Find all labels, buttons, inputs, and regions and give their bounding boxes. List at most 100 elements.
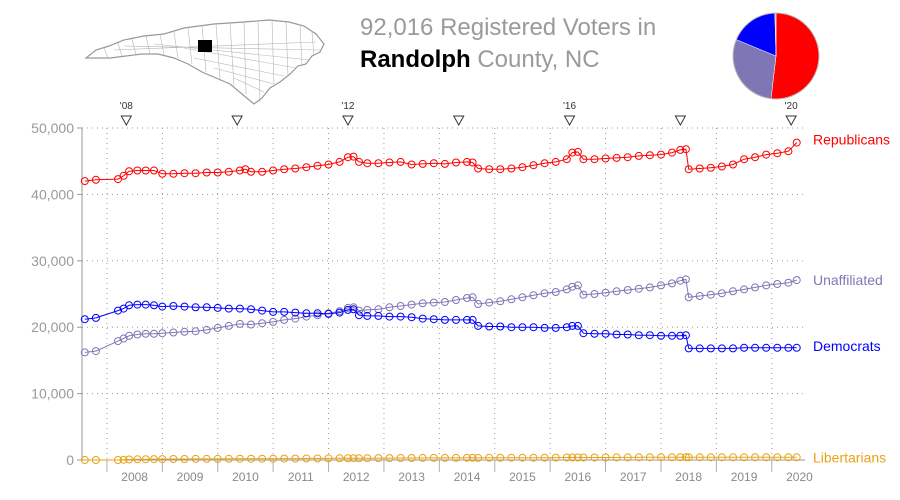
data-point (235, 304, 244, 313)
data-point (150, 455, 158, 464)
data-point (729, 344, 737, 353)
data-point (740, 453, 749, 462)
x-tick-label: 2008 (121, 470, 148, 484)
data-point (474, 300, 483, 308)
data-point (440, 298, 449, 306)
data-point (579, 290, 588, 299)
data-point (540, 159, 549, 168)
election-marker-label: '08 (120, 101, 133, 112)
data-point (343, 305, 352, 314)
data-point (258, 319, 267, 328)
county-highlight (198, 40, 212, 52)
data-point (280, 454, 289, 463)
data-point (681, 453, 690, 462)
data-point (258, 306, 267, 315)
data-point (396, 157, 405, 166)
data-point (529, 453, 538, 462)
data-point (507, 164, 516, 173)
data-point (80, 177, 89, 186)
data-point (213, 454, 222, 463)
data-point (657, 281, 665, 290)
election-marker-icon (342, 115, 354, 127)
data-point (562, 155, 571, 164)
x-tick-label: 2013 (398, 470, 425, 484)
data-point (485, 298, 494, 307)
data-point (579, 453, 588, 462)
data-point (551, 288, 560, 296)
data-point (657, 453, 665, 462)
data-point (169, 302, 178, 310)
data-point (180, 327, 189, 336)
data-point (313, 454, 322, 463)
data-point (496, 297, 505, 306)
data-point (568, 453, 577, 462)
data-point (468, 158, 477, 167)
data-point (452, 453, 460, 462)
data-point (291, 454, 300, 463)
data-point (645, 331, 654, 340)
data-point (681, 331, 690, 340)
data-point (623, 330, 632, 339)
data-point (235, 319, 244, 328)
x-tick-label: 2016 (564, 470, 591, 484)
data-point (717, 162, 726, 171)
data-point (706, 163, 715, 172)
data-point (302, 454, 311, 463)
data-point (141, 329, 150, 338)
data-point (269, 166, 278, 175)
data-point (335, 454, 344, 463)
data-point (684, 165, 693, 174)
data-point (343, 454, 352, 463)
x-tick-label: 2009 (177, 470, 204, 484)
data-point (740, 343, 749, 352)
election-marker-label: '16 (563, 101, 576, 112)
data-point (792, 343, 801, 352)
data-point (717, 289, 726, 298)
data-point (429, 453, 438, 462)
y-tick-label: 40,000 (31, 186, 74, 202)
data-point (180, 302, 189, 311)
data-point (706, 344, 715, 353)
data-point (213, 303, 222, 312)
data-point (612, 330, 621, 339)
data-point (91, 456, 100, 464)
data-point (269, 454, 278, 463)
data-point (396, 312, 405, 321)
data-point (269, 317, 278, 326)
data-point (668, 331, 676, 340)
data-point (407, 313, 416, 322)
x-tick-label: 2012 (343, 470, 370, 484)
data-point (684, 344, 693, 353)
data-point (313, 161, 322, 170)
data-point (429, 159, 438, 168)
x-tick-label: 2010 (232, 470, 259, 484)
election-marker-icon (120, 115, 133, 127)
data-point (343, 153, 352, 162)
data-point (729, 453, 737, 462)
data-point (133, 300, 142, 309)
x-tick-label: 2020 (786, 470, 813, 484)
data-point (507, 323, 516, 332)
data-point (385, 454, 394, 463)
data-point (440, 453, 449, 462)
grid-lines (82, 127, 805, 461)
data-point (114, 456, 122, 464)
data-point (645, 283, 654, 292)
data-point (374, 454, 383, 463)
data-point (125, 455, 134, 464)
data-point (324, 160, 333, 169)
data-point (529, 291, 538, 300)
election-marker-icon (674, 115, 687, 127)
data-point (496, 165, 505, 174)
data-point (247, 167, 255, 176)
y-tick-label: 50,000 (31, 120, 74, 136)
data-point (573, 321, 582, 330)
data-point (324, 454, 333, 463)
data-point (485, 322, 494, 331)
data-point (202, 303, 211, 312)
data-point (668, 148, 676, 157)
data-point (247, 454, 255, 463)
data-point (601, 154, 610, 163)
x-tick-label: 2017 (620, 470, 647, 484)
data-point (773, 453, 782, 462)
